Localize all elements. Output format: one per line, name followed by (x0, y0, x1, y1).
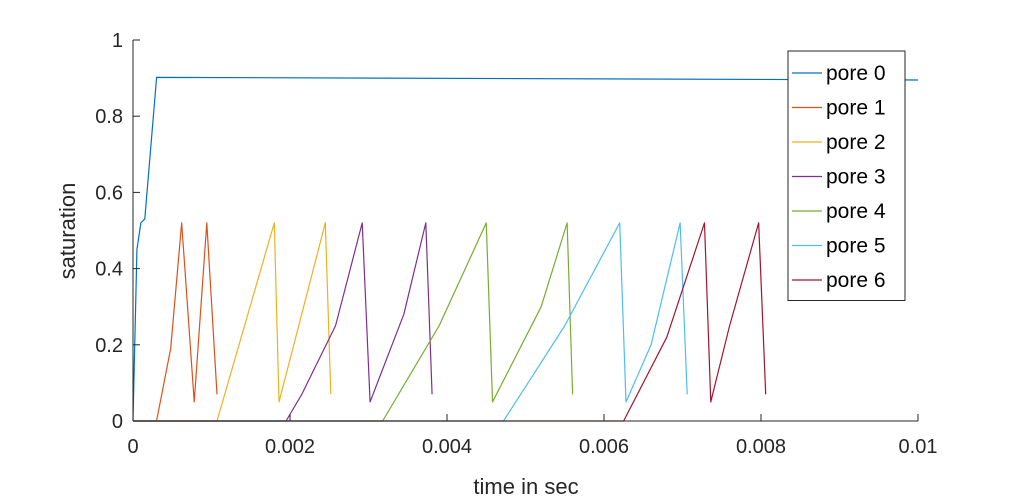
x-tick-label: 0.004 (422, 436, 472, 458)
x-tick-label: 0.006 (579, 436, 629, 458)
legend: pore 0 pore 1 pore 2 pore 3 pore 4 pore 5 pore… (787, 50, 906, 301)
legend-label: pore 5 (826, 235, 886, 258)
y-tick-label: 0.4 (95, 259, 123, 281)
legend-label: pore 1 (826, 97, 886, 120)
y-tick-label: 0.2 (95, 335, 123, 357)
axes (132, 39, 919, 422)
x-tick-label: 0.01 (899, 436, 938, 458)
series-line-pore-3 (133, 222, 433, 422)
x-tick-label: 0 (127, 436, 138, 458)
series-line-pore-5 (133, 222, 688, 422)
y-tick-label: 0 (112, 411, 123, 433)
series-line-pore-1 (133, 222, 218, 422)
legend-label: pore 6 (826, 269, 886, 292)
y-tick-label: 0.6 (95, 182, 123, 204)
legend-box (787, 50, 906, 301)
y-tick-label: 1 (112, 30, 123, 52)
y-axis-label: saturation (55, 183, 80, 280)
series-line-pore-4 (133, 222, 574, 422)
series-line-pore-0 (132, 76, 919, 422)
legend-label: pore 2 (826, 131, 886, 154)
y-tick-label: 0.8 (95, 106, 123, 128)
x-tick-label: 0.008 (736, 436, 786, 458)
x-axis-label: time in sec (473, 474, 578, 499)
legend-label: pore 4 (826, 200, 886, 223)
legend-label: pore 3 (826, 166, 886, 189)
series-line-pore-6 (133, 222, 767, 422)
legend-label: pore 0 (826, 62, 886, 85)
x-tick-label: 0.002 (265, 436, 315, 458)
tick-labels: 0 0.002 0.004 0.006 0.008 0.01 0 0.2 0.4 0.6 0.8 1 (95, 30, 937, 458)
